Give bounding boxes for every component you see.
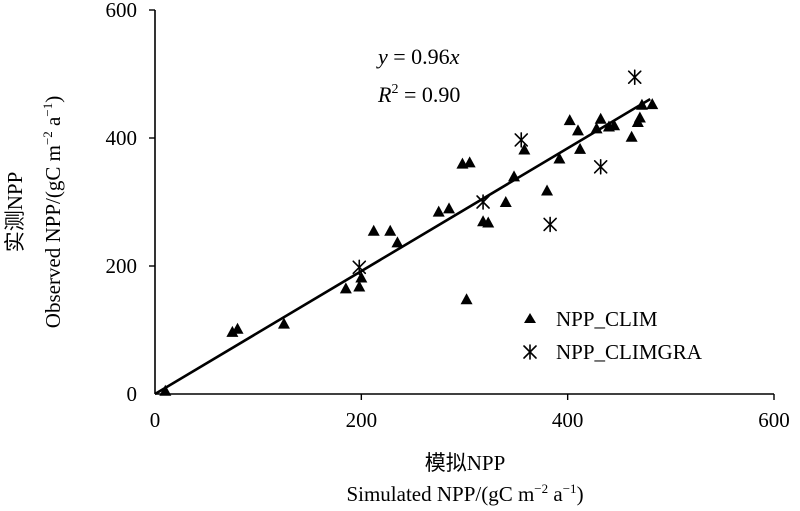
- y-tick-label: 400: [106, 126, 138, 150]
- point-npp-clim: [231, 322, 244, 334]
- point-npp-climgra: [514, 132, 529, 148]
- point-npp-clim: [443, 202, 456, 214]
- x-axis-title-en: Simulated NPP/(gC m−2 a−1): [346, 481, 583, 506]
- axis-ticks: 0 200 400 600 0 200 400 600: [106, 0, 790, 432]
- x-tick-label: 400: [552, 408, 584, 432]
- point-npp-clim: [367, 224, 380, 236]
- legend-label-npp-clim: NPP_CLIM: [556, 307, 658, 331]
- point-npp-clim: [625, 130, 638, 142]
- x-tick-label: 200: [346, 408, 378, 432]
- point-npp-climgra: [352, 259, 367, 276]
- point-npp-clim: [518, 143, 531, 155]
- point-npp-clim: [590, 122, 603, 134]
- point-npp-clim: [646, 98, 659, 110]
- point-npp-clim: [463, 156, 476, 168]
- point-npp-clim: [384, 224, 397, 236]
- point-npp-clim: [432, 205, 445, 217]
- point-npp-clim: [499, 196, 512, 207]
- r-squared-value: R2 = 0.90: [377, 82, 460, 107]
- point-npp-clim: [563, 114, 576, 126]
- point-npp-climgra: [593, 159, 608, 175]
- legend-star-icon: [523, 344, 537, 360]
- legend-label-npp-climgra: NPP_CLIMGRA: [556, 340, 703, 364]
- point-npp-climgra: [543, 216, 557, 233]
- point-npp-clim: [633, 111, 646, 123]
- point-npp-clim: [226, 325, 239, 337]
- point-npp-clim: [553, 152, 566, 164]
- x-tick-label: 600: [758, 408, 790, 432]
- point-npp-clim: [339, 282, 352, 294]
- y-axis-title-cn: 实测NPP: [3, 172, 27, 253]
- y-tick-label: 200: [106, 254, 138, 278]
- point-npp-clim: [159, 384, 172, 396]
- point-npp-clim: [482, 216, 495, 228]
- point-npp-clim: [391, 236, 404, 248]
- data-points: [159, 69, 659, 396]
- point-npp-clim: [594, 112, 607, 124]
- point-npp-climgra: [627, 69, 642, 85]
- point-npp-clim: [574, 142, 587, 154]
- regression-equation: y = 0.96x: [376, 44, 460, 69]
- y-axis-title-en: Observed NPP/(gC m−2 a−1): [40, 96, 65, 328]
- point-npp-clim: [635, 98, 648, 110]
- y-tick-label: 0: [127, 382, 138, 406]
- point-npp-clim: [571, 124, 584, 136]
- legend-triangle-icon: [524, 313, 536, 323]
- legend: NPP_CLIM NPP_CLIMGRA: [523, 307, 703, 364]
- x-tick-label: 0: [150, 408, 161, 432]
- point-npp-clim: [353, 280, 366, 292]
- point-npp-clim: [508, 170, 521, 182]
- point-npp-clim: [277, 317, 290, 329]
- y-tick-label: 600: [106, 0, 138, 22]
- point-npp-clim: [608, 119, 621, 131]
- point-npp-clim: [460, 293, 473, 305]
- point-npp-climgra: [476, 194, 490, 210]
- x-axis-title-cn: 模拟NPP: [425, 451, 506, 475]
- point-npp-clim: [355, 271, 368, 283]
- point-npp-clim: [541, 184, 554, 196]
